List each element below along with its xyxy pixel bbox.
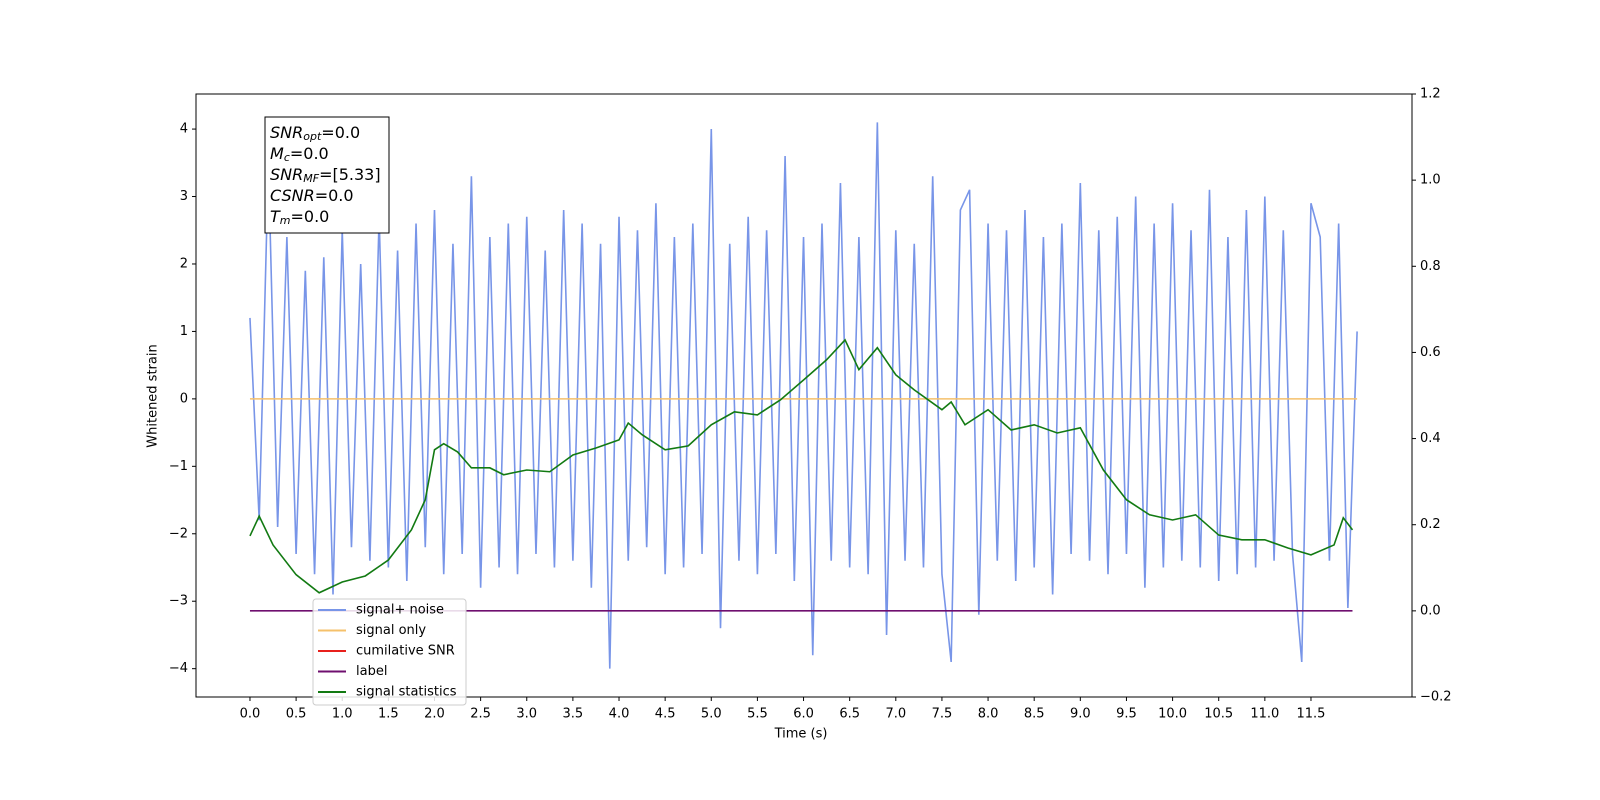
y-tick-label: 4 <box>180 122 188 137</box>
y-tick-label: −4 <box>169 661 188 676</box>
annotation-value: =0.0 <box>321 123 360 142</box>
x-tick-label: 9.5 <box>1116 707 1137 722</box>
y2-tick-label: 0.6 <box>1420 345 1441 360</box>
legend-label: signal only <box>356 623 426 638</box>
annotation-symbol: CSNR <box>270 186 315 205</box>
annotation-box: SNRopt=0.0Mc=0.0SNRMF=[5.33]CSNR=0.0Tm=0… <box>264 116 390 234</box>
y-tick-label: −3 <box>169 594 188 609</box>
x-tick-label: 1.0 <box>332 707 353 722</box>
x-tick-label: 1.5 <box>378 707 399 722</box>
x-tick-label: 11.0 <box>1250 707 1279 722</box>
annotation-frame <box>264 116 390 234</box>
series-line <box>249 122 1358 669</box>
x-tick-label: 10.5 <box>1204 707 1233 722</box>
annotation-line: SNRMF=[5.33] <box>270 165 381 186</box>
x-tick-label: 7.0 <box>885 707 906 722</box>
x-tick-label: 6.0 <box>793 707 814 722</box>
y-tick-label: 1 <box>180 324 188 339</box>
annotation-subscript: MF <box>303 172 319 185</box>
annotation-subscript: opt <box>303 130 322 143</box>
annotation-line: Mc=0.0 <box>270 144 329 165</box>
y-tick-label: 0 <box>180 391 188 406</box>
x-tick-label: 6.5 <box>839 707 860 722</box>
annotation-symbol: M <box>270 144 284 163</box>
annotation-symbol: SNR <box>270 123 303 142</box>
annotation-line: CSNR=0.0 <box>270 186 354 205</box>
y2-tick-label: 0.2 <box>1420 517 1441 532</box>
x-tick-label: 7.5 <box>932 707 953 722</box>
annotation-subscript: m <box>280 214 291 227</box>
legend-label: label <box>356 664 387 679</box>
annotation-symbol: SNR <box>270 165 303 184</box>
y-tick-label: 3 <box>180 189 188 204</box>
legend: signal+ noise signal only cumilative SNR la… <box>312 598 467 706</box>
y-axis-label: Whitened strain <box>146 344 161 447</box>
x-axis-label: Time (s) <box>774 727 828 742</box>
y-tick-label: 2 <box>180 256 188 271</box>
legend-label: signal statistics <box>356 685 457 700</box>
x-tick-label: 4.5 <box>655 707 676 722</box>
x-tick-label: 5.5 <box>747 707 768 722</box>
legend-label: signal+ noise <box>356 603 444 618</box>
y2-tick-label: −0.2 <box>1420 690 1452 705</box>
annotation-value: =[5.33] <box>319 165 381 184</box>
x-tick-label: 0.5 <box>286 707 307 722</box>
y2-tick-label: 0.4 <box>1420 431 1441 446</box>
x-tick-label: 3.5 <box>563 707 584 722</box>
annotation-subscript: c <box>284 151 290 164</box>
annotation-line: Tm=0.0 <box>270 207 329 228</box>
x-tick-label: 2.0 <box>424 707 445 722</box>
annotation-value: =0.0 <box>290 144 329 163</box>
x-tick-label: 2.5 <box>470 707 491 722</box>
x-tick-label: 11.5 <box>1296 707 1325 722</box>
series-line <box>249 338 1354 594</box>
legend-frame <box>312 598 467 706</box>
y2-tick-label: 0.8 <box>1420 259 1441 274</box>
y2-tick-label: 0.0 <box>1420 603 1441 618</box>
y-tick-label: −1 <box>169 459 188 474</box>
annotation-value: =0.0 <box>315 186 354 205</box>
y-tick-label: −2 <box>169 526 188 541</box>
x-tick-label: 8.0 <box>978 707 999 722</box>
x-tick-label: 0.0 <box>240 707 261 722</box>
x-tick-label: 10.0 <box>1158 707 1187 722</box>
x-tick-label: 5.0 <box>701 707 722 722</box>
annotation-line: SNRopt=0.0 <box>270 123 360 144</box>
x-tick-label: 3.0 <box>516 707 537 722</box>
legend-label: cumilative SNR <box>356 644 455 659</box>
x-tick-label: 4.0 <box>609 707 630 722</box>
x-tick-label: 9.0 <box>1070 707 1091 722</box>
annotation-value: =0.0 <box>291 207 330 226</box>
y2-tick-label: 1.2 <box>1420 87 1441 102</box>
y2-tick-label: 1.0 <box>1420 173 1441 188</box>
annotation-symbol: T <box>270 207 281 226</box>
x-tick-label: 8.5 <box>1024 707 1045 722</box>
